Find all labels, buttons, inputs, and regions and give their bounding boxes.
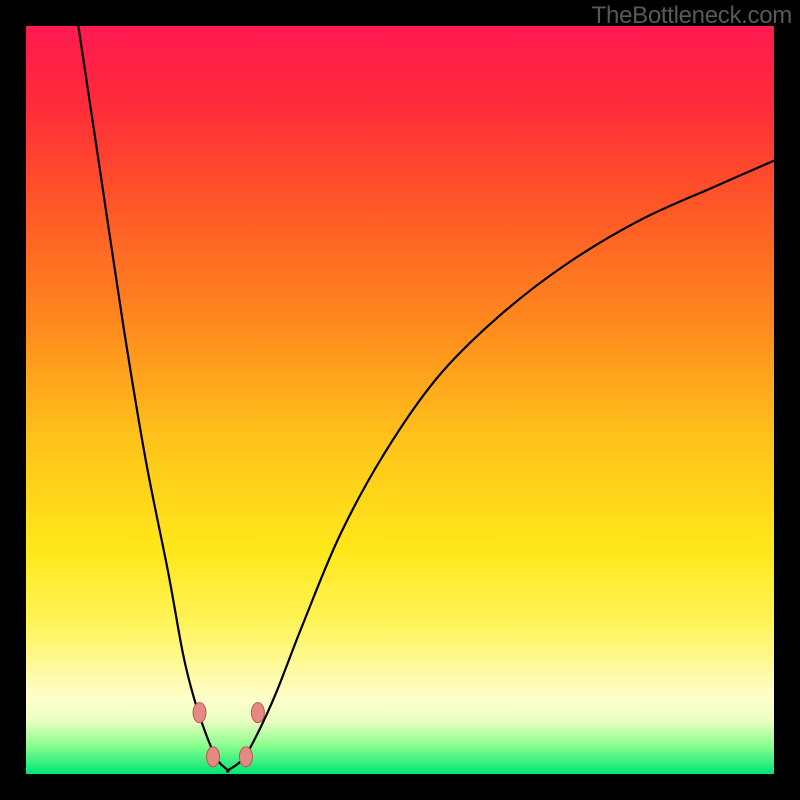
bead [207, 747, 220, 767]
bead [193, 703, 206, 723]
chart-svg [0, 0, 800, 800]
chart-container: TheBottleneck.com [0, 0, 800, 800]
bead [251, 703, 264, 723]
plot-background [26, 26, 774, 774]
watermark-text: TheBottleneck.com [592, 2, 792, 30]
bead [239, 747, 252, 767]
